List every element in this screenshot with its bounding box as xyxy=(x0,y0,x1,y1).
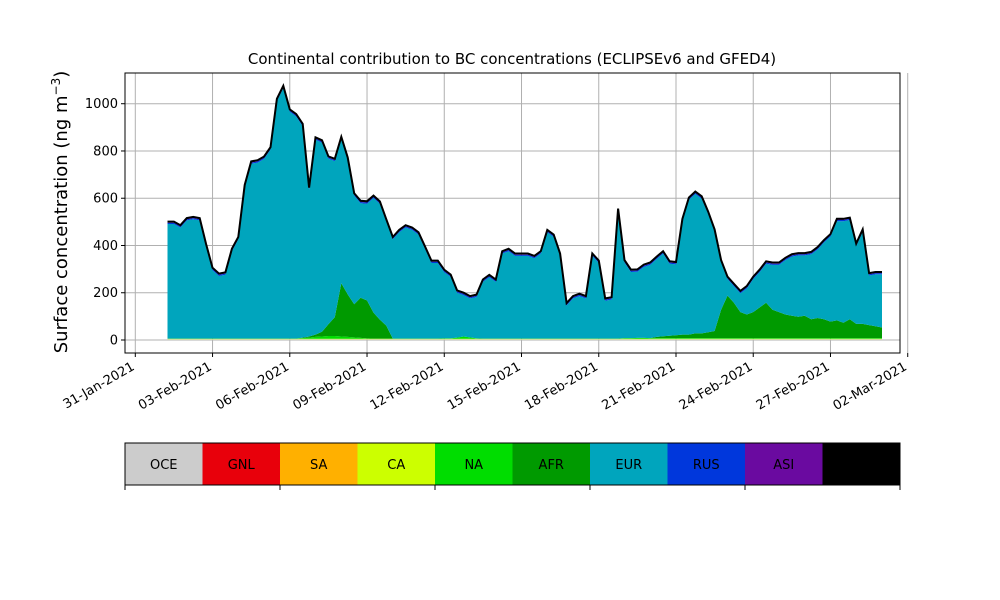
x-tick-label: 02-Mar-2021 xyxy=(831,359,910,413)
x-tick-label: 24-Feb-2021 xyxy=(677,359,756,413)
area-series-ca xyxy=(167,338,882,340)
legend-label-aus: AUS xyxy=(848,458,875,473)
x-tick-label: 18-Feb-2021 xyxy=(522,359,601,413)
legend-swatch-oce xyxy=(125,443,203,485)
legend-label-asi: ASI xyxy=(773,458,794,473)
x-tick-label: 09-Feb-2021 xyxy=(290,359,369,413)
y-tick-label: 600 xyxy=(93,192,118,207)
legend-swatch-na xyxy=(435,443,513,485)
legend-label-afr: AFR xyxy=(539,458,564,473)
area-series-eur xyxy=(167,88,882,339)
x-tick-label: 31-Jan-2021 xyxy=(61,359,138,412)
x-tick-label: 15-Feb-2021 xyxy=(445,359,524,413)
legend-label-oce: OCE xyxy=(150,458,178,473)
x-tick-label: 06-Feb-2021 xyxy=(213,359,292,413)
legend-label-sa: SA xyxy=(310,458,327,473)
area-series-afr xyxy=(167,283,882,339)
legend-label-gnl: GNL xyxy=(228,458,256,473)
y-axis-ticks: 0 200 400 600 800 1000 xyxy=(85,97,125,349)
x-tick-label: 27-Feb-2021 xyxy=(754,359,833,413)
y-axis-label-text: Surface concentration (ng m xyxy=(51,95,72,353)
legend-swatch-asi xyxy=(745,443,823,485)
y-tick-label: 1000 xyxy=(85,97,118,112)
legend-swatch-sa xyxy=(280,443,358,485)
legend-label-na: NA xyxy=(464,458,483,473)
y-tick-label: 800 xyxy=(93,144,118,159)
total-outline-line xyxy=(167,82,882,306)
x-tick-label: 03-Feb-2021 xyxy=(136,359,215,413)
legend-swatch-ca xyxy=(357,443,435,485)
y-axis-label-superscript: −3 xyxy=(49,78,63,96)
legend-swatch-rus xyxy=(667,443,745,485)
legend-frame xyxy=(124,442,901,486)
x-tick-label: 21-Feb-2021 xyxy=(599,359,678,413)
chart-title: Continental contribution to BC concentra… xyxy=(248,50,776,68)
area-series-na xyxy=(167,336,882,339)
legend-swatch-aus xyxy=(822,443,900,485)
x-tick-label: 12-Feb-2021 xyxy=(368,359,447,413)
area-series-oce xyxy=(167,339,882,340)
y-tick-label: 0 xyxy=(110,334,118,349)
legend-label-eur: EUR xyxy=(615,458,642,473)
x-axis-ticks: 31-Jan-202103-Feb-202106-Feb-202109-Feb-… xyxy=(61,353,910,414)
axes-frame xyxy=(124,72,901,354)
y-axis-label: Surface concentration (ng m−3) xyxy=(49,71,72,354)
y-axis-label-close: ) xyxy=(51,71,72,78)
legend-swatch-eur xyxy=(590,443,668,485)
plot-area: 0 200 400 600 800 1000 31-Jan-202103-Feb-2021… xyxy=(61,72,910,414)
legend-swatch-gnl xyxy=(202,443,280,485)
y-tick-label: 200 xyxy=(93,286,118,301)
stacked-areas xyxy=(167,85,882,340)
legend-label-ca: CA xyxy=(387,458,405,473)
legend-swatch-afr xyxy=(512,443,590,485)
colorbar-legend: OCE GNL SA CA NA AFR EUR RUS ASI AUS xyxy=(124,442,901,490)
legend-label-rus: RUS xyxy=(693,458,720,473)
y-tick-label: 400 xyxy=(93,239,118,254)
